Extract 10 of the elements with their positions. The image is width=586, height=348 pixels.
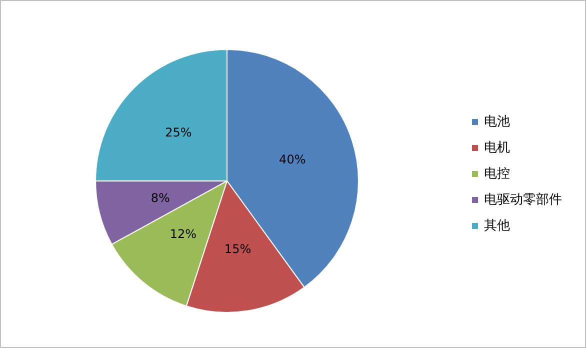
legend-label: 电控 <box>484 166 510 182</box>
data-label: 40% <box>279 152 306 167</box>
data-label: 8% <box>150 191 170 206</box>
legend-label: 电驱动零部件 <box>484 192 562 208</box>
legend-label: 其他 <box>484 218 510 234</box>
data-label: 12% <box>170 226 197 241</box>
legend-label: 电机 <box>484 140 510 156</box>
data-label: 25% <box>165 125 192 140</box>
legend-label: 电池 <box>484 114 510 130</box>
data-label: 15% <box>224 242 252 256</box>
